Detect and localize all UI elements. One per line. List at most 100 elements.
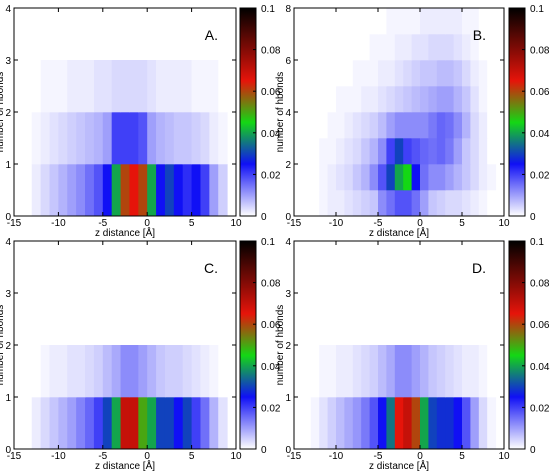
heatmap-cell: [445, 60, 455, 87]
heatmap-cell: [369, 60, 379, 87]
heatmap-cell: [138, 60, 148, 113]
heatmap-cell: [67, 112, 77, 165]
heatmap-cell: [85, 112, 95, 165]
heatmap-cell: [67, 397, 77, 450]
heatmap-cell: [487, 345, 497, 398]
heatmap-cell: [310, 60, 320, 87]
heatmap-cell: [478, 164, 488, 191]
colorbar-tick-label: 0.04: [530, 362, 550, 373]
heatmap-cell: [344, 8, 354, 35]
heatmap-cell: [336, 60, 345, 87]
colorbar-gradient: [508, 7, 526, 217]
y-tick-label: 4: [5, 237, 11, 248]
heatmap-cell: [394, 60, 404, 87]
heatmap-cell: [173, 397, 184, 450]
heatmap-cell: [93, 60, 104, 113]
heatmap-cell: [394, 138, 404, 165]
x-tick-label: 0: [144, 218, 150, 229]
heatmap-cell: [336, 190, 345, 217]
heatmap-cell: [462, 164, 471, 191]
heatmap-cell: [31, 60, 42, 113]
heatmap-cell: [445, 138, 455, 165]
heatmap-cell: [147, 60, 157, 113]
heatmap-cell: [352, 397, 362, 450]
heatmap-cell: [394, 34, 404, 61]
heatmap-cell: [403, 164, 413, 191]
heatmap-cell: [209, 112, 219, 165]
heatmap-cell: [31, 164, 42, 217]
colorbar-tick-label: 0.04: [261, 362, 281, 373]
colorbar: 0 0.02 0.04 0.06 0.08 0.1: [508, 4, 550, 223]
heatmap-cell: [344, 164, 354, 191]
heatmap-cell: [352, 34, 362, 61]
heatmap-cell: [361, 345, 371, 398]
x-tick-label: 10: [230, 451, 242, 462]
heatmap-cell: [120, 112, 130, 165]
heatmap-cell: [31, 345, 42, 398]
colorbar: 0 0.02 0.04 0.06 0.08 0.1: [239, 237, 281, 456]
heatmap-panel-d: -15 -10 -5 0 5 10 0 1 2 3 4 z distance [Å] number of…: [275, 237, 550, 472]
colorbar-tick-label: 0.1: [530, 4, 544, 15]
y-tick-label: 6: [285, 56, 291, 67]
heatmap-cell: [120, 345, 130, 398]
heatmap-cell: [411, 34, 421, 61]
heatmap-cell: [361, 86, 371, 113]
heatmap-cell: [411, 397, 421, 450]
y-axis-label: number of hbonds: [0, 305, 6, 386]
heatmap-cell: [111, 112, 122, 165]
heatmap-cell: [487, 138, 497, 165]
y-tick-label: 0: [285, 212, 291, 223]
heatmap-cell: [445, 164, 455, 191]
heatmap-cell: [403, 34, 413, 61]
heatmap-cell: [369, 164, 379, 191]
heatmap-cell: [200, 60, 210, 113]
heatmap-cell: [49, 60, 59, 113]
heatmap-cell: [394, 8, 404, 35]
heatmap-cell: [361, 112, 371, 139]
heatmap-cell: [411, 345, 421, 398]
heatmap-cell: [394, 112, 404, 139]
heatmap-cell: [156, 397, 166, 450]
heatmap-panel-a: -15 -10 -5 0 5 10 0 1 2 3 4 z distance [Å] number of…: [0, 4, 281, 239]
heatmap-cell: [420, 8, 429, 35]
panel-label: A.: [205, 27, 218, 43]
heatmap-cell: [361, 60, 371, 87]
heatmap-cell: [319, 190, 329, 217]
heatmap-cell: [394, 190, 404, 217]
heatmap-cell: [386, 138, 396, 165]
heatmap-cell: [138, 164, 148, 217]
heatmap-cell: [129, 112, 139, 165]
x-axis-label: z distance [Å]: [369, 459, 429, 472]
heatmap-cell: [436, 60, 446, 87]
heatmap-cell: [310, 112, 320, 139]
heatmap-cell: [386, 190, 396, 217]
heatmap-cell: [173, 112, 184, 165]
heatmap-cell: [182, 164, 193, 217]
heatmap-cell: [327, 112, 337, 139]
heatmap-panel-c: -15 -10 -5 0 5 10 0 1 2 3 4 z distance [Å] number of…: [0, 237, 281, 472]
heatmap-cell: [327, 60, 337, 87]
colorbar-tick-label: 0.02: [530, 170, 550, 181]
heatmap-cell: [394, 164, 404, 191]
heatmap-cell: [319, 86, 329, 113]
colorbar-tick-label: 0.02: [261, 403, 281, 414]
heatmap-cell: [470, 86, 480, 113]
heatmap-cell: [138, 112, 148, 165]
heatmap-cell: [478, 397, 488, 450]
heatmap-cell: [478, 8, 488, 35]
heatmap-cell: [49, 112, 59, 165]
heatmap-cell: [462, 345, 471, 398]
heatmap-cell: [191, 60, 201, 113]
x-axis-label: z distance [Å]: [369, 226, 429, 239]
heatmap-cell: [470, 190, 480, 217]
y-tick-label: 2: [5, 341, 11, 352]
x-tick-label: 5: [459, 451, 465, 462]
heatmap-cell: [102, 345, 113, 398]
heatmap-cell: [436, 8, 446, 35]
heatmap-cell: [31, 112, 42, 165]
colorbar-tick-label: 0.08: [530, 279, 550, 290]
heatmap-cell: [445, 34, 455, 61]
heatmap-cell: [129, 397, 139, 450]
heatmap-cell: [85, 345, 95, 398]
